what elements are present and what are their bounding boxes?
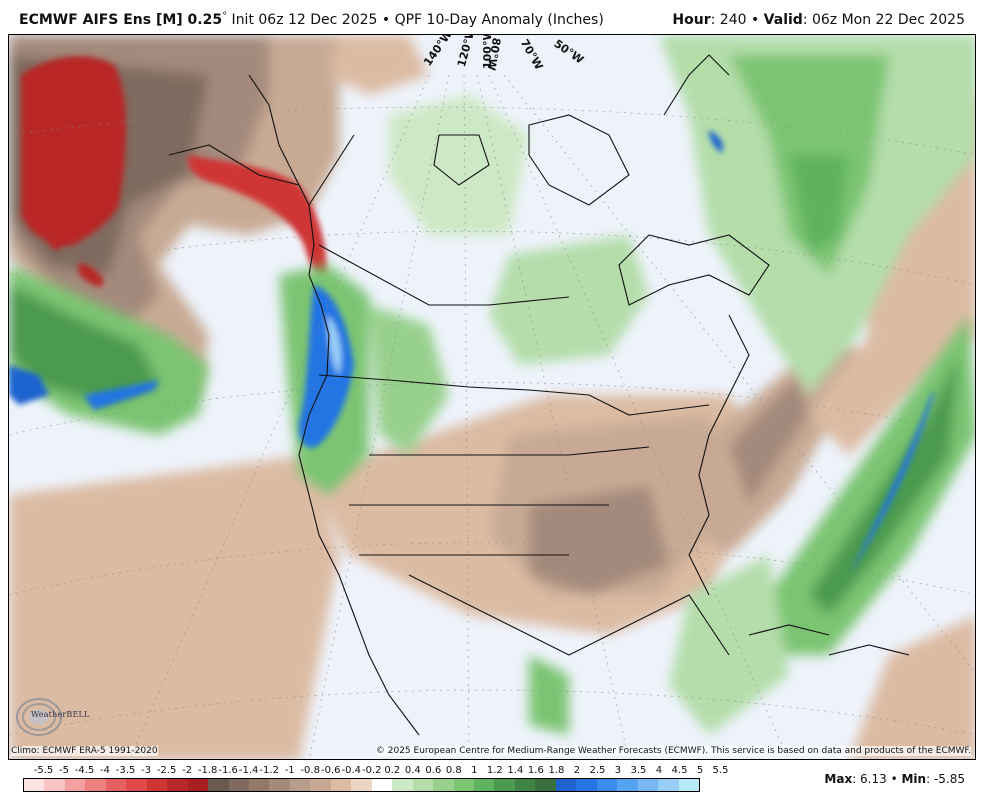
weatherbell-logo: WeatherBELL [13,695,89,741]
colorbar-tick-label: -0.8 [300,765,320,776]
colorbar-labels: -5.5 -5 -4.5 -4 -3.5 -3 -2.5 -2 -1.8 -1.6 -1.4 -1.2… [23,765,729,777]
model-name: ECMWF AIFS Ens [M] 0.25 [19,12,223,28]
colorbar-tick-label: 1.8 [548,765,565,776]
colorbar-swatch [514,779,536,791]
colorbar-swatch [146,779,168,791]
colorbar-tick-label: -0.2 [361,765,382,776]
colorbar [23,778,700,792]
colorbar-tick-label: -1.6 [218,765,238,776]
colorbar-tick-label: -1.2 [259,765,279,776]
colorbar-swatch [555,779,577,791]
colorbar-tick-label: 0.6 [425,765,442,776]
colorbar-tick-label: 0.4 [404,765,421,776]
colorbar-tick-label: 1.6 [527,765,544,776]
colorbar-tick-label: -0.6 [320,765,341,776]
colorbar-tick-label: -2.5 [156,765,177,776]
colorbar-swatch [371,779,393,791]
max-label: Max [824,772,853,786]
colorbar-tick-label: -3 [141,765,152,776]
colorbar-swatch [576,779,597,791]
colorbar-swatch [248,779,270,791]
colorbar-tick-label: 4.5 [671,765,688,776]
copyright-note: © 2025 European Centre for Medium-Range … [375,746,971,756]
colorbar-swatch [617,779,638,791]
colorbar-tick-label: -1.4 [238,765,259,776]
colorbar-tick-label: -5 [59,765,70,776]
colorbar-tick-label: 1.4 [507,765,524,776]
max-min-stats: Max: 6.13 • Min: -5.85 [824,772,965,786]
map-panel[interactable]: 140°W 120°W 100°W 80°W 70°W 50°W Weather… [8,34,976,760]
colorbar-swatch [351,779,372,791]
colorbar-swatch [24,779,45,791]
title-left: ECMWF AIFS Ens [M] 0.25° Init 06z 12 Dec… [19,11,604,28]
valid-label: Valid [763,12,803,28]
colorbar-tick-label: 5.5 [712,765,729,776]
colorbar-swatch [187,779,209,791]
colorbar-tick-label: -0.4 [341,765,361,776]
colorbar-tick-label: 1.2 [486,765,503,776]
colorbar-swatch [289,779,311,791]
colorbar-swatch [596,779,618,791]
weatherbell-swirl-icon [16,698,62,736]
colorbar-swatch [494,779,515,791]
colorbar-swatch [658,779,679,791]
title-right: Hour: 240 • Valid: 06z Mon 22 Dec 2025 [672,12,965,28]
colorbar-tick-label: 2.5 [589,765,606,776]
colorbar-swatch [678,779,699,791]
colorbar-swatch [208,779,229,791]
colorbar-swatch [637,779,659,791]
colorbar-tick-label: 0.2 [384,765,401,776]
colorbar-tick-label: -2 [182,765,193,776]
colorbar-swatch [433,779,454,791]
valid-value: : 06z Mon 22 Dec 2025 [802,12,965,28]
colorbar-swatch [535,779,556,791]
colorbar-tick-label: 1 [471,765,478,776]
init-product: Init 06z 12 Dec 2025 • QPF 10-Day Anomal… [227,12,604,28]
climo-note: Climo: ECMWF ERA-5 1991-2020 [11,746,158,756]
colorbar-swatch [392,779,413,791]
colorbar-swatch [85,779,106,791]
hour-label: Hour [672,12,711,28]
colorbar-swatch [126,779,147,791]
colorbar-tick-label: 2 [573,765,581,776]
max-value: : 6.13 • [852,772,902,786]
colorbar-swatch [269,779,290,791]
hour-value: : 240 • [710,12,764,28]
colorbar-swatch [64,779,86,791]
degree-sign: ° [222,11,228,22]
colorbar-tick-label: -5.5 [33,765,54,776]
colorbar-swatch [310,779,331,791]
colorbar-swatch [167,779,188,791]
colorbar-tick-label: 3 [614,765,622,776]
min-label: Min [901,772,927,786]
colorbar-tick-label: 4 [655,765,663,776]
colorbar-tick-label: -3.5 [115,765,136,776]
colorbar-tick-label: 0.8 [445,765,462,776]
colorbar-swatch [105,779,127,791]
colorbar-swatch [473,779,495,791]
colorbar-tick-label: -1.8 [197,765,218,776]
colorbar-swatch [412,779,434,791]
colorbar-swatch [228,779,249,791]
min-value: : -5.85 [926,772,965,786]
precip-anomaly-field [9,35,975,759]
colorbar-swatch [44,779,65,791]
colorbar-tick-label: -4.5 [74,765,95,776]
colorbar-tick-label: 5 [696,765,704,776]
logo-text: WeatherBELL [31,710,90,719]
header: ECMWF AIFS Ens [M] 0.25° Init 06z 12 Dec… [0,0,984,34]
colorbar-swatch [453,779,474,791]
colorbar-tick-label: -4 [100,765,111,776]
colorbar-tick-label: -1 [284,765,295,776]
colorbar-tick-label: 3.5 [630,765,647,776]
colorbar-swatch [330,779,352,791]
